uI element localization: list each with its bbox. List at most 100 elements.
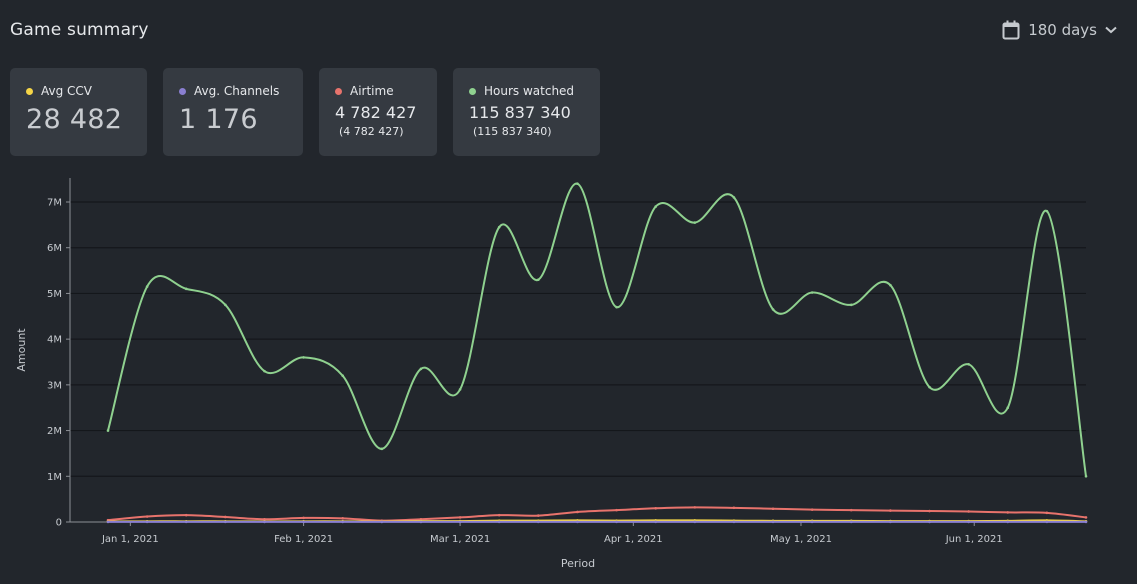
data-point xyxy=(380,520,384,524)
x-tick-label: May 1, 2021 xyxy=(770,534,832,545)
data-point xyxy=(967,520,970,524)
data-point xyxy=(576,182,579,186)
data-point xyxy=(302,516,305,520)
y-tick-label: 1M xyxy=(47,472,62,483)
data-point xyxy=(1084,516,1088,519)
data-point xyxy=(693,520,697,524)
x-tick-label: Mar 1, 2021 xyxy=(430,534,490,545)
data-point xyxy=(928,509,931,513)
data-point xyxy=(458,516,462,519)
data-point xyxy=(771,520,775,524)
data-point xyxy=(1045,511,1049,515)
legend-dot-airtime xyxy=(335,87,342,95)
line-chart: 0 1M 2M 3M 4M 5M 6M 7M Jan 1, 2021 Feb 1, 2021 Mar… xyxy=(15,178,1088,570)
data-point xyxy=(419,367,423,371)
data-point xyxy=(419,520,423,524)
data-point xyxy=(732,506,736,510)
data-point xyxy=(263,369,266,373)
chevron-down-icon xyxy=(1105,26,1117,34)
card-value: 1 176 xyxy=(179,104,258,135)
card-value: 28 482 xyxy=(26,104,123,135)
card-value: 4 782 427 xyxy=(335,103,417,122)
data-point xyxy=(458,520,462,524)
stat-card-avg-channels: Avg. Channels 1 176 xyxy=(163,68,303,156)
data-point xyxy=(537,520,540,524)
card-label: Avg. Channels xyxy=(194,84,280,98)
x-tick-label: Feb 1, 2021 xyxy=(274,534,333,545)
data-point xyxy=(380,447,384,451)
stat-card-avg-ccv: Avg CCV 28 482 xyxy=(10,68,147,156)
card-subvalue: (4 782 427) xyxy=(339,125,404,138)
data-point xyxy=(654,506,657,510)
data-point xyxy=(1006,511,1010,514)
data-point xyxy=(615,520,618,524)
date-range-selector[interactable]: 180 days xyxy=(1002,20,1117,40)
card-label: Avg CCV xyxy=(41,84,93,98)
data-point xyxy=(732,520,736,524)
y-tick-label: 0 xyxy=(56,518,62,529)
y-tick-label: 7M xyxy=(47,198,62,209)
data-point xyxy=(224,520,227,524)
y-tick-label: 2M xyxy=(47,426,62,437)
data-point xyxy=(654,520,657,524)
data-point xyxy=(810,291,814,294)
y-tick-label: 6M xyxy=(47,243,62,254)
data-point xyxy=(145,520,149,524)
data-point xyxy=(302,520,305,524)
data-point xyxy=(967,362,970,366)
data-point xyxy=(615,305,618,309)
data-point xyxy=(224,515,227,519)
stat-card-airtime: Airtime 4 782 427 (4 782 427) xyxy=(319,68,437,156)
legend-dot-avg-ccv xyxy=(26,87,33,95)
data-point xyxy=(771,308,775,311)
x-axis-title: Period xyxy=(561,557,595,570)
data-point xyxy=(849,303,853,307)
data-point xyxy=(419,517,423,521)
data-point xyxy=(1084,474,1088,478)
data-point xyxy=(771,507,775,511)
page-title: Game summary xyxy=(10,20,149,40)
data-point xyxy=(615,508,618,512)
y-tick-label: 5M xyxy=(47,289,62,300)
data-point xyxy=(458,388,462,391)
data-point xyxy=(302,356,305,359)
data-point xyxy=(497,520,501,524)
data-point xyxy=(341,374,345,378)
data-point xyxy=(341,517,345,520)
data-point xyxy=(693,506,697,509)
data-point xyxy=(341,520,345,524)
card-label: Airtime xyxy=(350,84,394,98)
data-point xyxy=(263,517,266,521)
data-point xyxy=(145,285,149,288)
data-point xyxy=(497,225,501,229)
data-point xyxy=(654,205,657,208)
y-axis-title: Amount xyxy=(15,328,28,372)
y-tick-label: 4M xyxy=(47,335,62,346)
data-point xyxy=(810,520,814,524)
legend-dot-hours-watched xyxy=(469,87,476,95)
legend-dot-avg-channels xyxy=(179,87,186,95)
data-point xyxy=(263,520,266,524)
series-line-airtime xyxy=(107,506,1087,522)
data-point xyxy=(106,520,110,524)
data-point xyxy=(849,508,853,512)
x-tick-label: Jan 1, 2021 xyxy=(101,534,159,545)
stat-card-hours-watched: Hours watched 115 837 340 (115 837 340) xyxy=(453,68,600,156)
data-point xyxy=(145,515,149,518)
data-point xyxy=(810,508,814,511)
card-value: 115 837 340 xyxy=(469,103,571,122)
card-label: Hours watched xyxy=(484,84,575,98)
data-point xyxy=(889,520,892,524)
data-point xyxy=(537,278,540,282)
data-point xyxy=(576,520,579,524)
data-point xyxy=(889,509,892,512)
data-point xyxy=(967,510,970,513)
data-point xyxy=(497,513,501,517)
data-point xyxy=(184,520,188,524)
data-point xyxy=(537,514,540,517)
data-point xyxy=(1006,520,1010,524)
data-point xyxy=(184,513,188,517)
y-tick-label: 3M xyxy=(47,380,62,391)
x-tick-label: Jun 1, 2021 xyxy=(945,534,1003,545)
card-subvalue: (115 837 340) xyxy=(473,125,552,138)
